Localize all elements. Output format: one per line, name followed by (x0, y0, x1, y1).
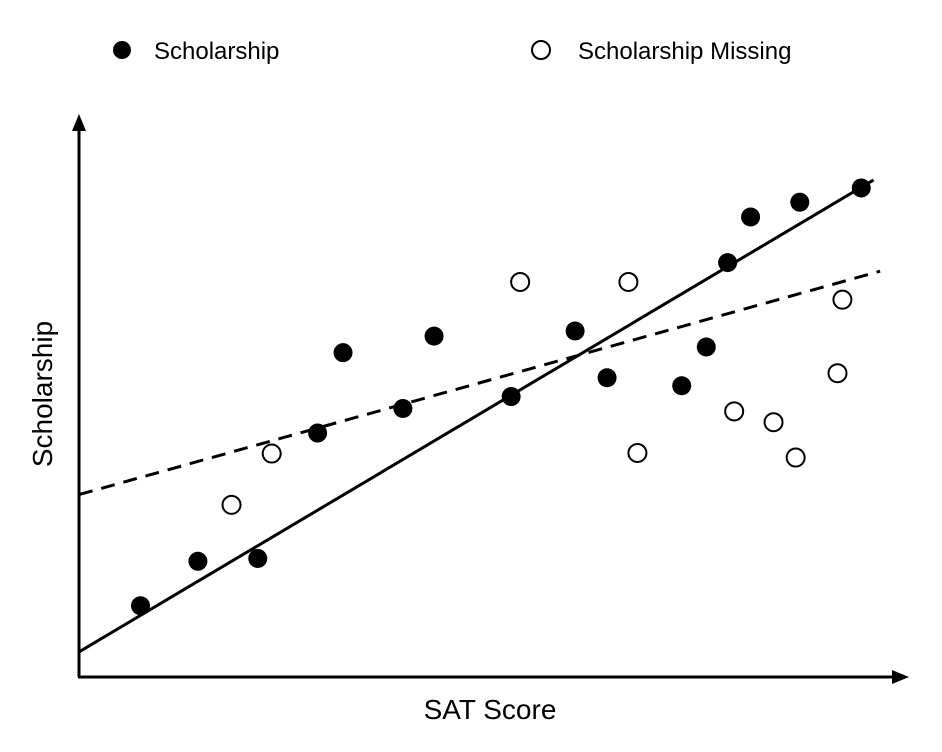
scholarship-missing-point-8 (785, 447, 806, 468)
scholarship-point-5 (333, 343, 353, 363)
dashed-fit-line (78, 269, 881, 497)
scholarship-point-2 (188, 551, 208, 571)
scholarship-point-3 (248, 548, 268, 568)
solid-fit-line (78, 178, 875, 654)
legend-marker-scholarship (113, 41, 131, 59)
scholarship-point-1 (131, 596, 150, 616)
fit-lines (78, 178, 881, 654)
legend-label-scholarship-missing: Scholarship Missing (578, 38, 791, 65)
scholarship-point-14 (741, 207, 761, 227)
scholarship-missing-point-2 (261, 443, 282, 464)
scholarship-missing-point-9 (827, 363, 848, 384)
scholarship-point-10 (597, 368, 617, 388)
legend: Scholarship Scholarship Missing (113, 38, 791, 65)
scholarship-point-16 (851, 178, 871, 198)
y-axis-arrow-icon (72, 114, 86, 131)
axes (72, 114, 909, 684)
scholarship-missing-point-1 (221, 494, 242, 515)
scholarship-missing-point-10 (832, 289, 853, 310)
scholarship-missing-point-5 (618, 271, 639, 292)
scholarship-point-9 (565, 321, 585, 341)
scholarship-point-7 (424, 326, 444, 346)
legend-marker-scholarship-missing (531, 40, 551, 60)
scholarship-point-11 (672, 376, 692, 396)
scholarship-missing-point-6 (724, 401, 745, 422)
y-axis-label: Scholarship (27, 321, 58, 467)
scholarship-missing-point-4 (627, 442, 648, 463)
scholarship-point-12 (696, 337, 716, 357)
legend-label-scholarship: Scholarship (154, 38, 279, 65)
x-axis-label: SAT Score (424, 694, 557, 725)
scholarship-point-13 (718, 253, 738, 273)
scholarship-point-4 (308, 423, 328, 443)
data-points (131, 178, 871, 616)
scholarship-missing-point-7 (763, 412, 784, 433)
scholarship-point-8 (501, 387, 521, 407)
scholarship-point-15 (790, 192, 810, 212)
scholarship-point-6 (393, 399, 413, 419)
scholarship-missing-point-3 (510, 271, 531, 292)
x-axis-arrow-icon (892, 670, 909, 684)
